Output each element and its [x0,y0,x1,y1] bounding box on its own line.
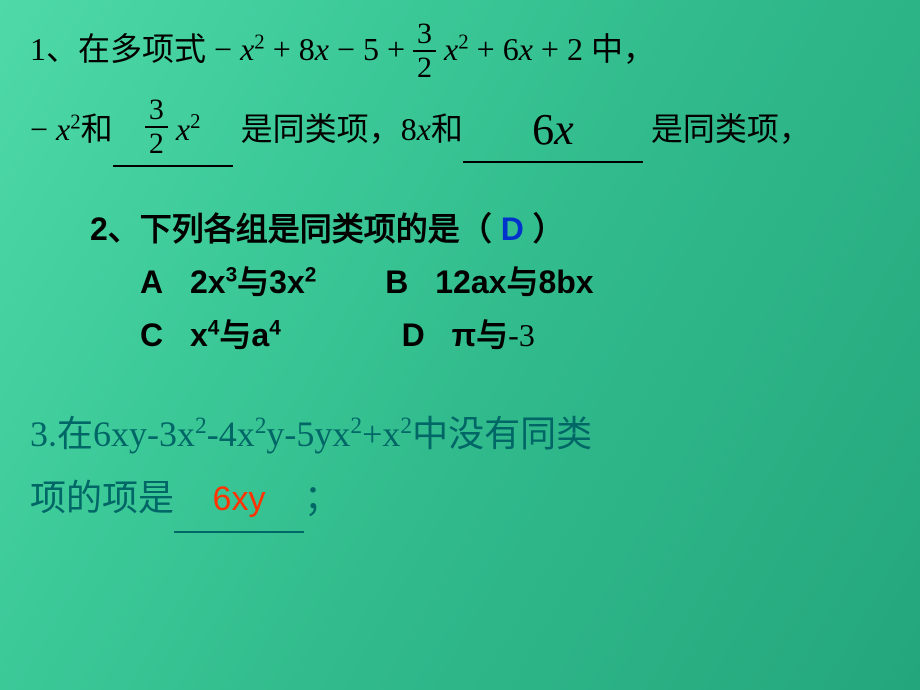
q3-c: y-5yx [266,414,350,454]
c-part1: x [190,317,208,353]
question-3: 3.在6xy-3x2-4x2y-5yx2+x2中没有同类 项的项是6xy； [30,402,890,534]
c-sup2: 4 [269,316,281,339]
ans-6: 6 [532,105,554,154]
q1-middle: 中， [591,31,655,67]
q1-prefix: 在多项式 [78,31,206,67]
ans-exp: 2 [190,110,200,133]
d-part1: π与 [452,317,509,353]
q3-line1: 3.在6xy-3x2-4x2y-5yx2+x2中没有同类 [30,402,890,467]
q3-b: -4x [207,414,255,454]
q3-sup-c: 2 [350,413,362,439]
q3-e: 中没有同类 [412,414,592,454]
q2-stem-a: 2、下列各组是同类项的是（ [90,211,501,247]
var-x: x [240,31,254,67]
a-sup2: 2 [305,263,317,286]
exp-2: 2 [254,30,264,53]
blank-1: 32 x2 [113,100,233,167]
answer-6x: 6x [532,105,574,154]
a-sup1: 3 [226,263,238,286]
q1-label: 1、 [30,31,78,67]
minus-5: − 5 + [329,31,413,67]
a-part2: 与3x [237,264,305,300]
q1-line2: − x2和32 x2 是同类项，8x和6x 是同类项， [30,91,890,167]
frac-num: 3 [413,18,436,52]
q1-line1: 1、在多项式 − x2 + 8x − 5 + 32 x2 + 6x + 2 中， [30,20,890,85]
c-sup1: 4 [208,316,220,339]
q2-stem: 2、下列各组是同类项的是（ D ） [90,203,890,256]
is-like-terms-2: 是同类项， [643,111,811,147]
option-b: B12ax与8bx [385,256,593,309]
q2-answer-d: D [501,211,524,247]
blank-3: 6xy [174,466,304,533]
plus-6: + 6 [469,31,519,67]
question-2: 2、下列各组是同类项的是（ D ） A2x3与3x2 B12ax与8bx Cx4… [30,203,890,361]
neg-sign-2: − [30,111,56,147]
neg-sign: − [214,31,240,67]
is-like-terms: 是同类项， [233,111,401,147]
option-c-label: C [140,309,190,362]
option-a-label: A [140,256,190,309]
exp-2c: 2 [70,110,80,133]
option-b-text: 12ax与8bx [435,264,593,300]
ans-frac-den: 2 [145,128,168,160]
and-text: 和 [81,111,113,147]
q3-sup-a: 2 [195,413,207,439]
q3-a: 3.在6xy-3x [30,414,195,454]
answer-6xy: 6xy [213,480,266,518]
frac-den: 2 [413,52,436,84]
q1-poly: − x2 + 8x − 5 + 32 x2 + 6x + 2 [214,31,591,67]
ans-x-it: x [554,105,574,154]
var-x2: x [315,31,329,67]
option-d: Dπ与-3 [402,309,535,362]
ans-x: x [176,111,190,147]
option-a-text: 2x3与3x2 [190,264,316,300]
var-x6: x [417,111,431,147]
eight: 8 [401,111,417,147]
c-part2: 与a [219,317,269,353]
q2-row-cd: Cx4与a4 Dπ与-3 [90,309,890,362]
q2-stem-b: ） [524,211,565,247]
a-part1: 2x [190,264,226,300]
var-x5: x [56,111,70,147]
and-text-2: 和 [431,111,463,147]
answer-frac: 32 [145,94,168,159]
exp-2b: 2 [458,30,468,53]
q3-line2-b: ； [304,478,340,518]
q3-sup-b: 2 [255,413,267,439]
plus-2: + 2 [533,31,583,67]
q3-line2-a: 项的项是 [30,478,174,518]
option-c-text: x4与a4 [190,317,281,353]
q3-line2: 项的项是 6xy ； [30,466,890,533]
q2-row-ab: A2x3与3x2 B12ax与8bx [90,256,890,309]
d-part2: -3 [508,317,535,353]
q3-sup-d: 2 [400,413,412,439]
option-b-label: B [385,256,435,309]
q3-d: +x [362,414,400,454]
var-x4: x [519,31,533,67]
fraction-3-2: 32 [413,18,436,83]
question-1: 1、在多项式 − x2 + 8x − 5 + 32 x2 + 6x + 2 中，… [30,20,890,167]
plus-8: + 8 [265,31,315,67]
ans-frac-num: 3 [145,94,168,128]
var-x3: x [444,31,458,67]
option-d-label: D [402,309,452,362]
option-d-text: π与-3 [452,317,535,353]
blank-2: 6x [463,91,643,163]
